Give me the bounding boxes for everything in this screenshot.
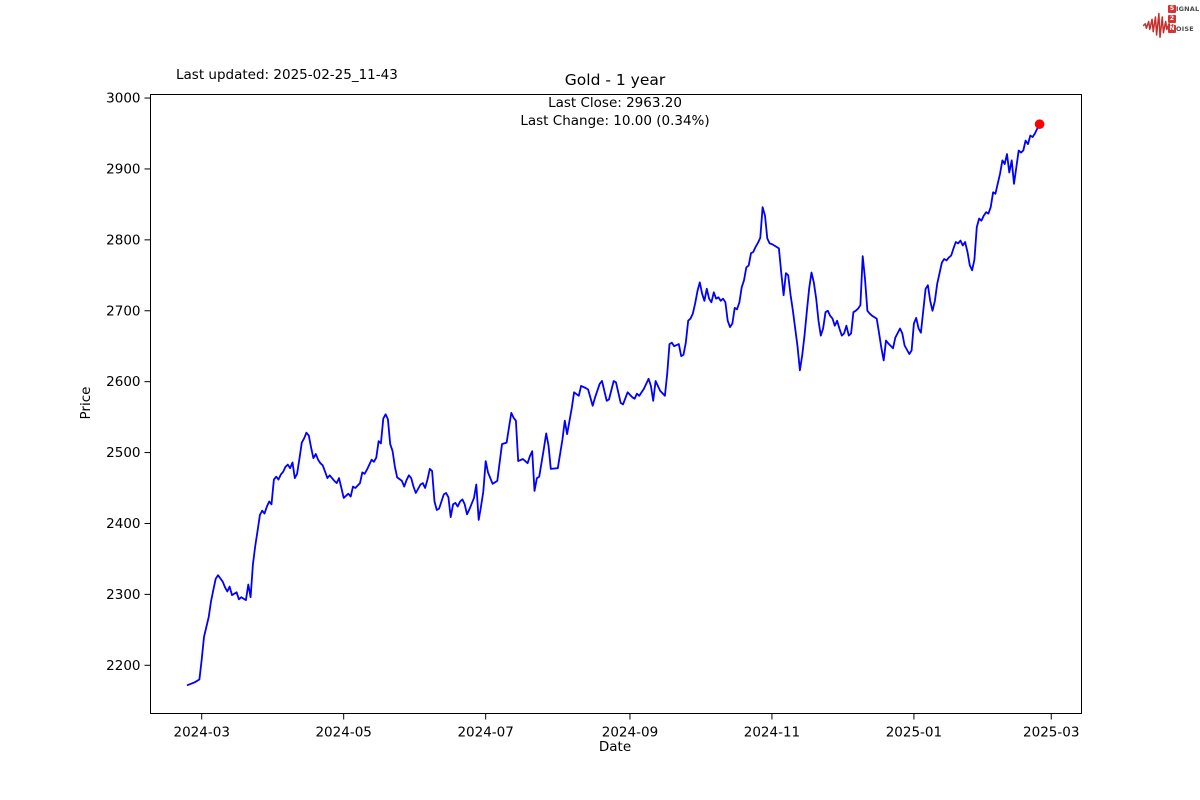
x-tick-label: 2024-03 xyxy=(174,725,230,741)
y-tick-label: 2300 xyxy=(106,587,140,603)
x-tick-label: 2024-09 xyxy=(602,725,658,741)
y-tick-label: 2900 xyxy=(106,161,140,177)
logo-row-noise: NOISE xyxy=(1168,25,1199,34)
y-tick-label: 2600 xyxy=(106,374,140,390)
logo-row-2: 2 xyxy=(1168,15,1199,24)
y-tick-label: 2400 xyxy=(106,516,140,532)
y-tick-label: 2500 xyxy=(106,445,140,461)
logo-word-oise: OISE xyxy=(1176,25,1194,33)
y-tick-label: 3000 xyxy=(106,91,140,107)
y-tick-label: 2700 xyxy=(106,303,140,319)
logo-letterbox-n: N xyxy=(1168,25,1176,33)
price-line xyxy=(186,123,1041,686)
chart-title: Gold - 1 year xyxy=(564,71,666,89)
plot-border xyxy=(150,94,1082,714)
logo-letterbox-s: S xyxy=(1168,5,1176,13)
last-price-marker xyxy=(1034,119,1045,129)
x-tick-label: 2025-01 xyxy=(886,725,942,741)
last-updated-label: Last updated: 2025-02-25_11-43 xyxy=(176,67,398,83)
y-axis-label: Price xyxy=(78,386,94,420)
x-axis-label: Date xyxy=(598,739,632,755)
y-tick-label: 2200 xyxy=(106,658,140,674)
signal2noise-logo: S IGNAL 2 NOISE xyxy=(1143,3,1200,45)
x-tick-label: 2024-11 xyxy=(744,725,800,741)
logo-word-ignal: IGNAL xyxy=(1176,5,1200,13)
logo-row-signal: S IGNAL xyxy=(1168,5,1199,14)
x-tick-label: 2024-05 xyxy=(315,725,371,741)
y-tick-label: 2800 xyxy=(106,232,140,248)
logo-text: S IGNAL 2 NOISE xyxy=(1168,5,1199,35)
waveform-icon xyxy=(1143,12,1176,39)
last-change-annotation: Last Change: 10.00 (0.34%) xyxy=(520,113,710,129)
last-close-annotation: Last Close: 2963.20 xyxy=(548,95,682,111)
logo-letterbox-2: 2 xyxy=(1168,15,1176,23)
x-tick-label: 2024-07 xyxy=(457,725,513,741)
x-tick-label: 2025-03 xyxy=(1023,725,1079,741)
